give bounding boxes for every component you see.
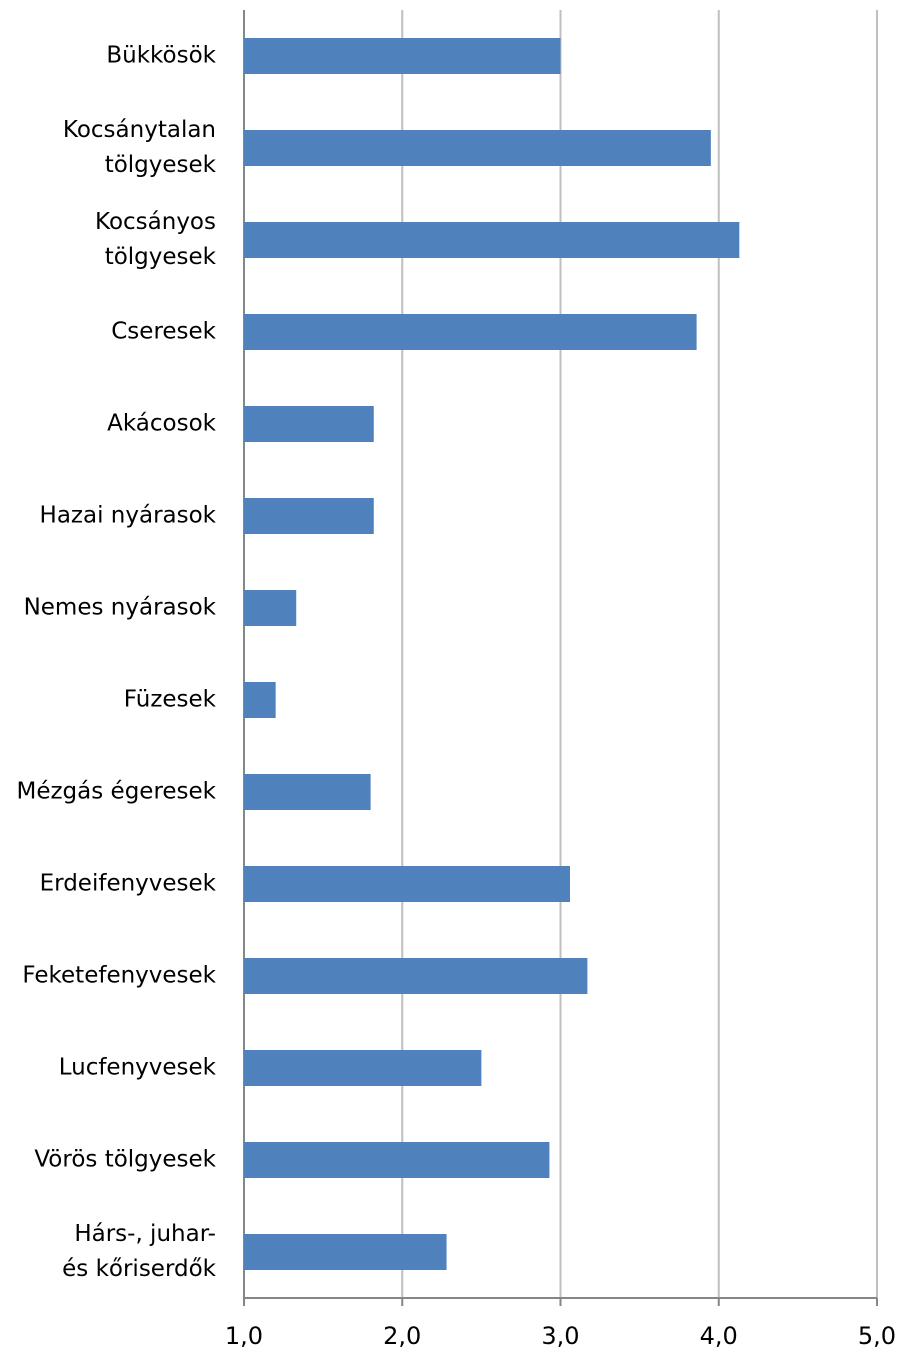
y-tick-label: Feketefenyvesek [22,962,216,989]
bar [244,314,697,350]
y-tick-label: Hárs-, juhar- és kőriserdők [62,1221,216,1282]
bar [244,590,297,626]
bar [244,498,374,534]
y-tick-label: Kocsányos tölgyesek [95,209,216,270]
y-tick-label: Nemes nyárasok [23,594,216,621]
y-tick-label: Mézgás égeresek [16,778,216,805]
bar [244,1142,550,1178]
bar [244,222,740,258]
x-tick-label: 3,0 [541,1322,579,1350]
y-tick-label: Cseresek [111,318,216,345]
y-tick-label: Kocsánytalan tölgyesek [62,117,216,178]
y-tick-label: Akácosok [107,410,216,437]
y-tick-label: Bükkösök [106,42,216,69]
x-tick-label: 4,0 [700,1322,738,1350]
bar [244,774,371,810]
bar [244,1234,447,1270]
x-tick-label: 2,0 [383,1322,421,1350]
bar [244,406,374,442]
y-tick-label: Hazai nyárasok [39,502,216,529]
x-tick-label: 1,0 [225,1322,263,1350]
bar [244,958,588,994]
bar [244,866,570,902]
bar [244,682,276,718]
bar [244,38,561,74]
bar [244,130,711,166]
y-tick-label: Erdeifenyvesek [39,870,216,897]
y-tick-label: Vörös tölgyesek [34,1146,216,1173]
x-tick-label: 5,0 [858,1322,896,1350]
y-tick-label: Füzesek [123,686,216,713]
y-tick-label: Lucfenyvesek [58,1054,216,1081]
bar [244,1050,482,1086]
